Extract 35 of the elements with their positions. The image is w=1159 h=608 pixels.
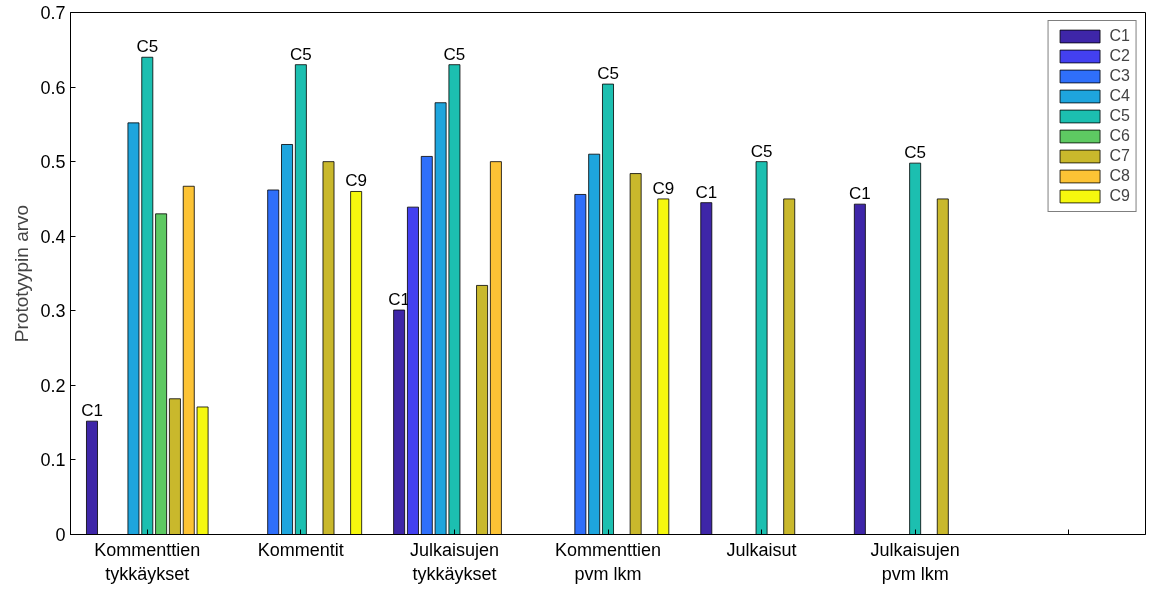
legend-label: C8 — [1109, 167, 1130, 185]
y-tick-label: 0.1 — [40, 450, 66, 471]
x-tick-label: Julkaisut — [726, 539, 797, 560]
data-label: C1 — [81, 401, 103, 421]
y-tick-label: 0 — [55, 525, 66, 545]
data-label: C1 — [848, 184, 871, 204]
legend-label: C3 — [1109, 67, 1130, 85]
x-tick-label: Kommentit — [257, 539, 344, 560]
data-label: C5 — [289, 44, 312, 64]
legend-label: C2 — [1109, 47, 1130, 65]
data-label: C5 — [443, 44, 466, 64]
y-tick-label: 0.7 — [40, 3, 66, 23]
legend-label: C7 — [1109, 147, 1130, 165]
legend-label: C4 — [1109, 87, 1130, 105]
data-label: C5 — [136, 37, 159, 57]
y-tick-label: 0.5 — [40, 152, 66, 173]
data-label: C5 — [597, 64, 619, 84]
legend-label: C9 — [1109, 187, 1130, 205]
y-tick-label: 0.2 — [40, 375, 66, 396]
data-label: C9 — [652, 178, 675, 198]
x-tick-label: Kommenttien pvm lkm — [554, 539, 662, 584]
y-axis-title: Prototyypin arvo — [11, 204, 33, 343]
y-tick-label: 0.3 — [40, 301, 66, 322]
y-tick-label: 0.4 — [40, 226, 66, 247]
x-tick-label: Julkaisujen tykkäykset — [409, 539, 499, 584]
x-tick-label: Kommenttien tykkäykset — [94, 539, 201, 584]
data-label: C5 — [750, 141, 773, 161]
y-tick-label: 0.6 — [40, 77, 66, 98]
data-label: C1 — [695, 182, 718, 202]
legend-label: C5 — [1109, 107, 1130, 125]
legend-label: C6 — [1109, 127, 1130, 145]
data-label: C5 — [904, 143, 927, 163]
x-tick-label: Julkaisujen pvm lkm — [870, 539, 960, 584]
legend-label: C1 — [1109, 27, 1130, 45]
data-label: C9 — [345, 171, 368, 191]
